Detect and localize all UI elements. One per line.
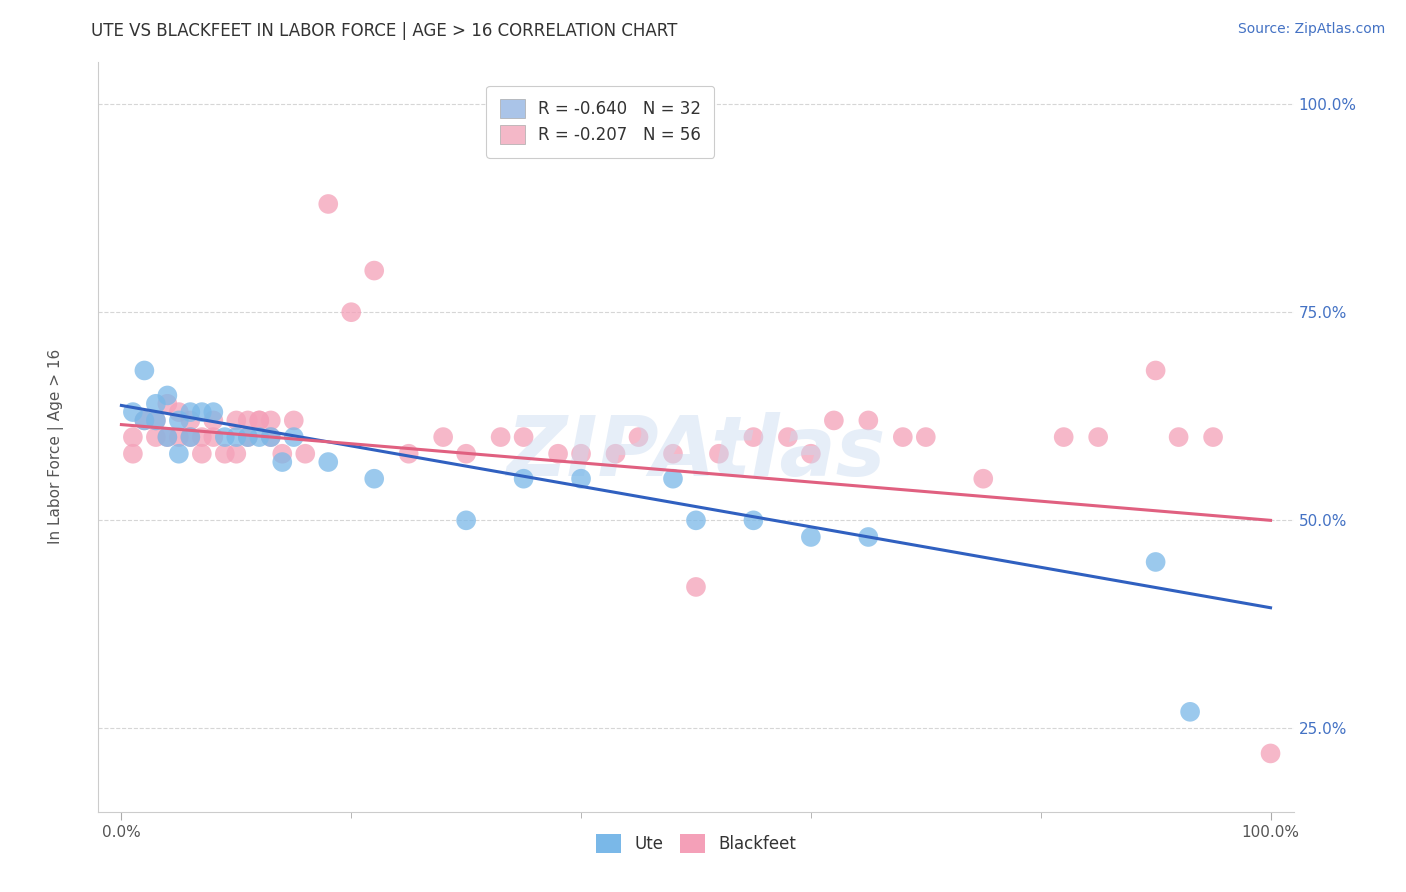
- Point: [512, 430, 534, 444]
- Point: [191, 430, 214, 444]
- Point: [605, 447, 627, 461]
- Point: [191, 405, 214, 419]
- Point: [1260, 747, 1282, 761]
- Point: [236, 430, 259, 444]
- Point: [340, 305, 363, 319]
- Point: [363, 263, 385, 277]
- Point: [1144, 555, 1167, 569]
- Point: [167, 430, 190, 444]
- Point: [283, 413, 305, 427]
- Point: [214, 447, 236, 461]
- Point: [260, 413, 283, 427]
- Point: [225, 447, 247, 461]
- Point: [271, 447, 294, 461]
- Point: [363, 472, 385, 486]
- Point: [225, 413, 247, 427]
- Point: [512, 472, 534, 486]
- Point: [742, 513, 765, 527]
- Point: [145, 413, 167, 427]
- Text: Source: ZipAtlas.com: Source: ZipAtlas.com: [1237, 22, 1385, 37]
- Point: [283, 430, 305, 444]
- Point: [179, 413, 201, 427]
- Point: [316, 455, 339, 469]
- Point: [891, 430, 914, 444]
- Point: [156, 397, 179, 411]
- Point: [202, 405, 225, 419]
- Point: [236, 413, 259, 427]
- Point: [707, 447, 730, 461]
- Point: [167, 405, 190, 419]
- Point: [134, 363, 156, 377]
- Point: [122, 430, 145, 444]
- Point: [260, 430, 283, 444]
- Point: [145, 430, 167, 444]
- Point: [247, 413, 270, 427]
- Point: [236, 430, 259, 444]
- Point: [145, 397, 167, 411]
- Point: [202, 413, 225, 427]
- Point: [156, 430, 179, 444]
- Point: [1202, 430, 1225, 444]
- Point: [547, 447, 569, 461]
- Point: [398, 447, 420, 461]
- Point: [271, 455, 294, 469]
- Point: [858, 530, 880, 544]
- Point: [156, 388, 179, 402]
- Point: [247, 413, 270, 427]
- Point: [134, 413, 156, 427]
- Point: [191, 447, 214, 461]
- Point: [569, 447, 592, 461]
- Point: [247, 430, 270, 444]
- Point: [800, 447, 823, 461]
- Point: [134, 413, 156, 427]
- Point: [179, 430, 201, 444]
- Point: [167, 447, 190, 461]
- Point: [685, 580, 707, 594]
- Text: UTE VS BLACKFEET IN LABOR FORCE | AGE > 16 CORRELATION CHART: UTE VS BLACKFEET IN LABOR FORCE | AGE > …: [91, 22, 678, 40]
- Point: [858, 413, 880, 427]
- Point: [316, 197, 339, 211]
- Point: [1087, 430, 1109, 444]
- Point: [914, 430, 936, 444]
- Point: [800, 530, 823, 544]
- Point: [489, 430, 512, 444]
- Point: [627, 430, 650, 444]
- Point: [1053, 430, 1076, 444]
- Point: [1144, 363, 1167, 377]
- Point: [179, 430, 201, 444]
- Point: [662, 447, 685, 461]
- Point: [742, 430, 765, 444]
- Point: [456, 447, 478, 461]
- Point: [122, 405, 145, 419]
- Point: [662, 472, 685, 486]
- Legend: Ute, Blackfeet: Ute, Blackfeet: [589, 827, 803, 860]
- Point: [456, 513, 478, 527]
- Point: [685, 513, 707, 527]
- Point: [225, 430, 247, 444]
- Point: [179, 405, 201, 419]
- Point: [167, 413, 190, 427]
- Point: [156, 430, 179, 444]
- Point: [145, 413, 167, 427]
- Point: [214, 430, 236, 444]
- Point: [1167, 430, 1189, 444]
- Point: [823, 413, 845, 427]
- Point: [122, 447, 145, 461]
- Point: [294, 447, 316, 461]
- Point: [432, 430, 454, 444]
- Text: ZIPAtlas: ZIPAtlas: [506, 411, 886, 492]
- Point: [260, 430, 283, 444]
- Text: In Labor Force | Age > 16: In Labor Force | Age > 16: [48, 349, 65, 543]
- Point: [776, 430, 799, 444]
- Point: [202, 430, 225, 444]
- Point: [569, 472, 592, 486]
- Point: [972, 472, 994, 486]
- Point: [1178, 705, 1201, 719]
